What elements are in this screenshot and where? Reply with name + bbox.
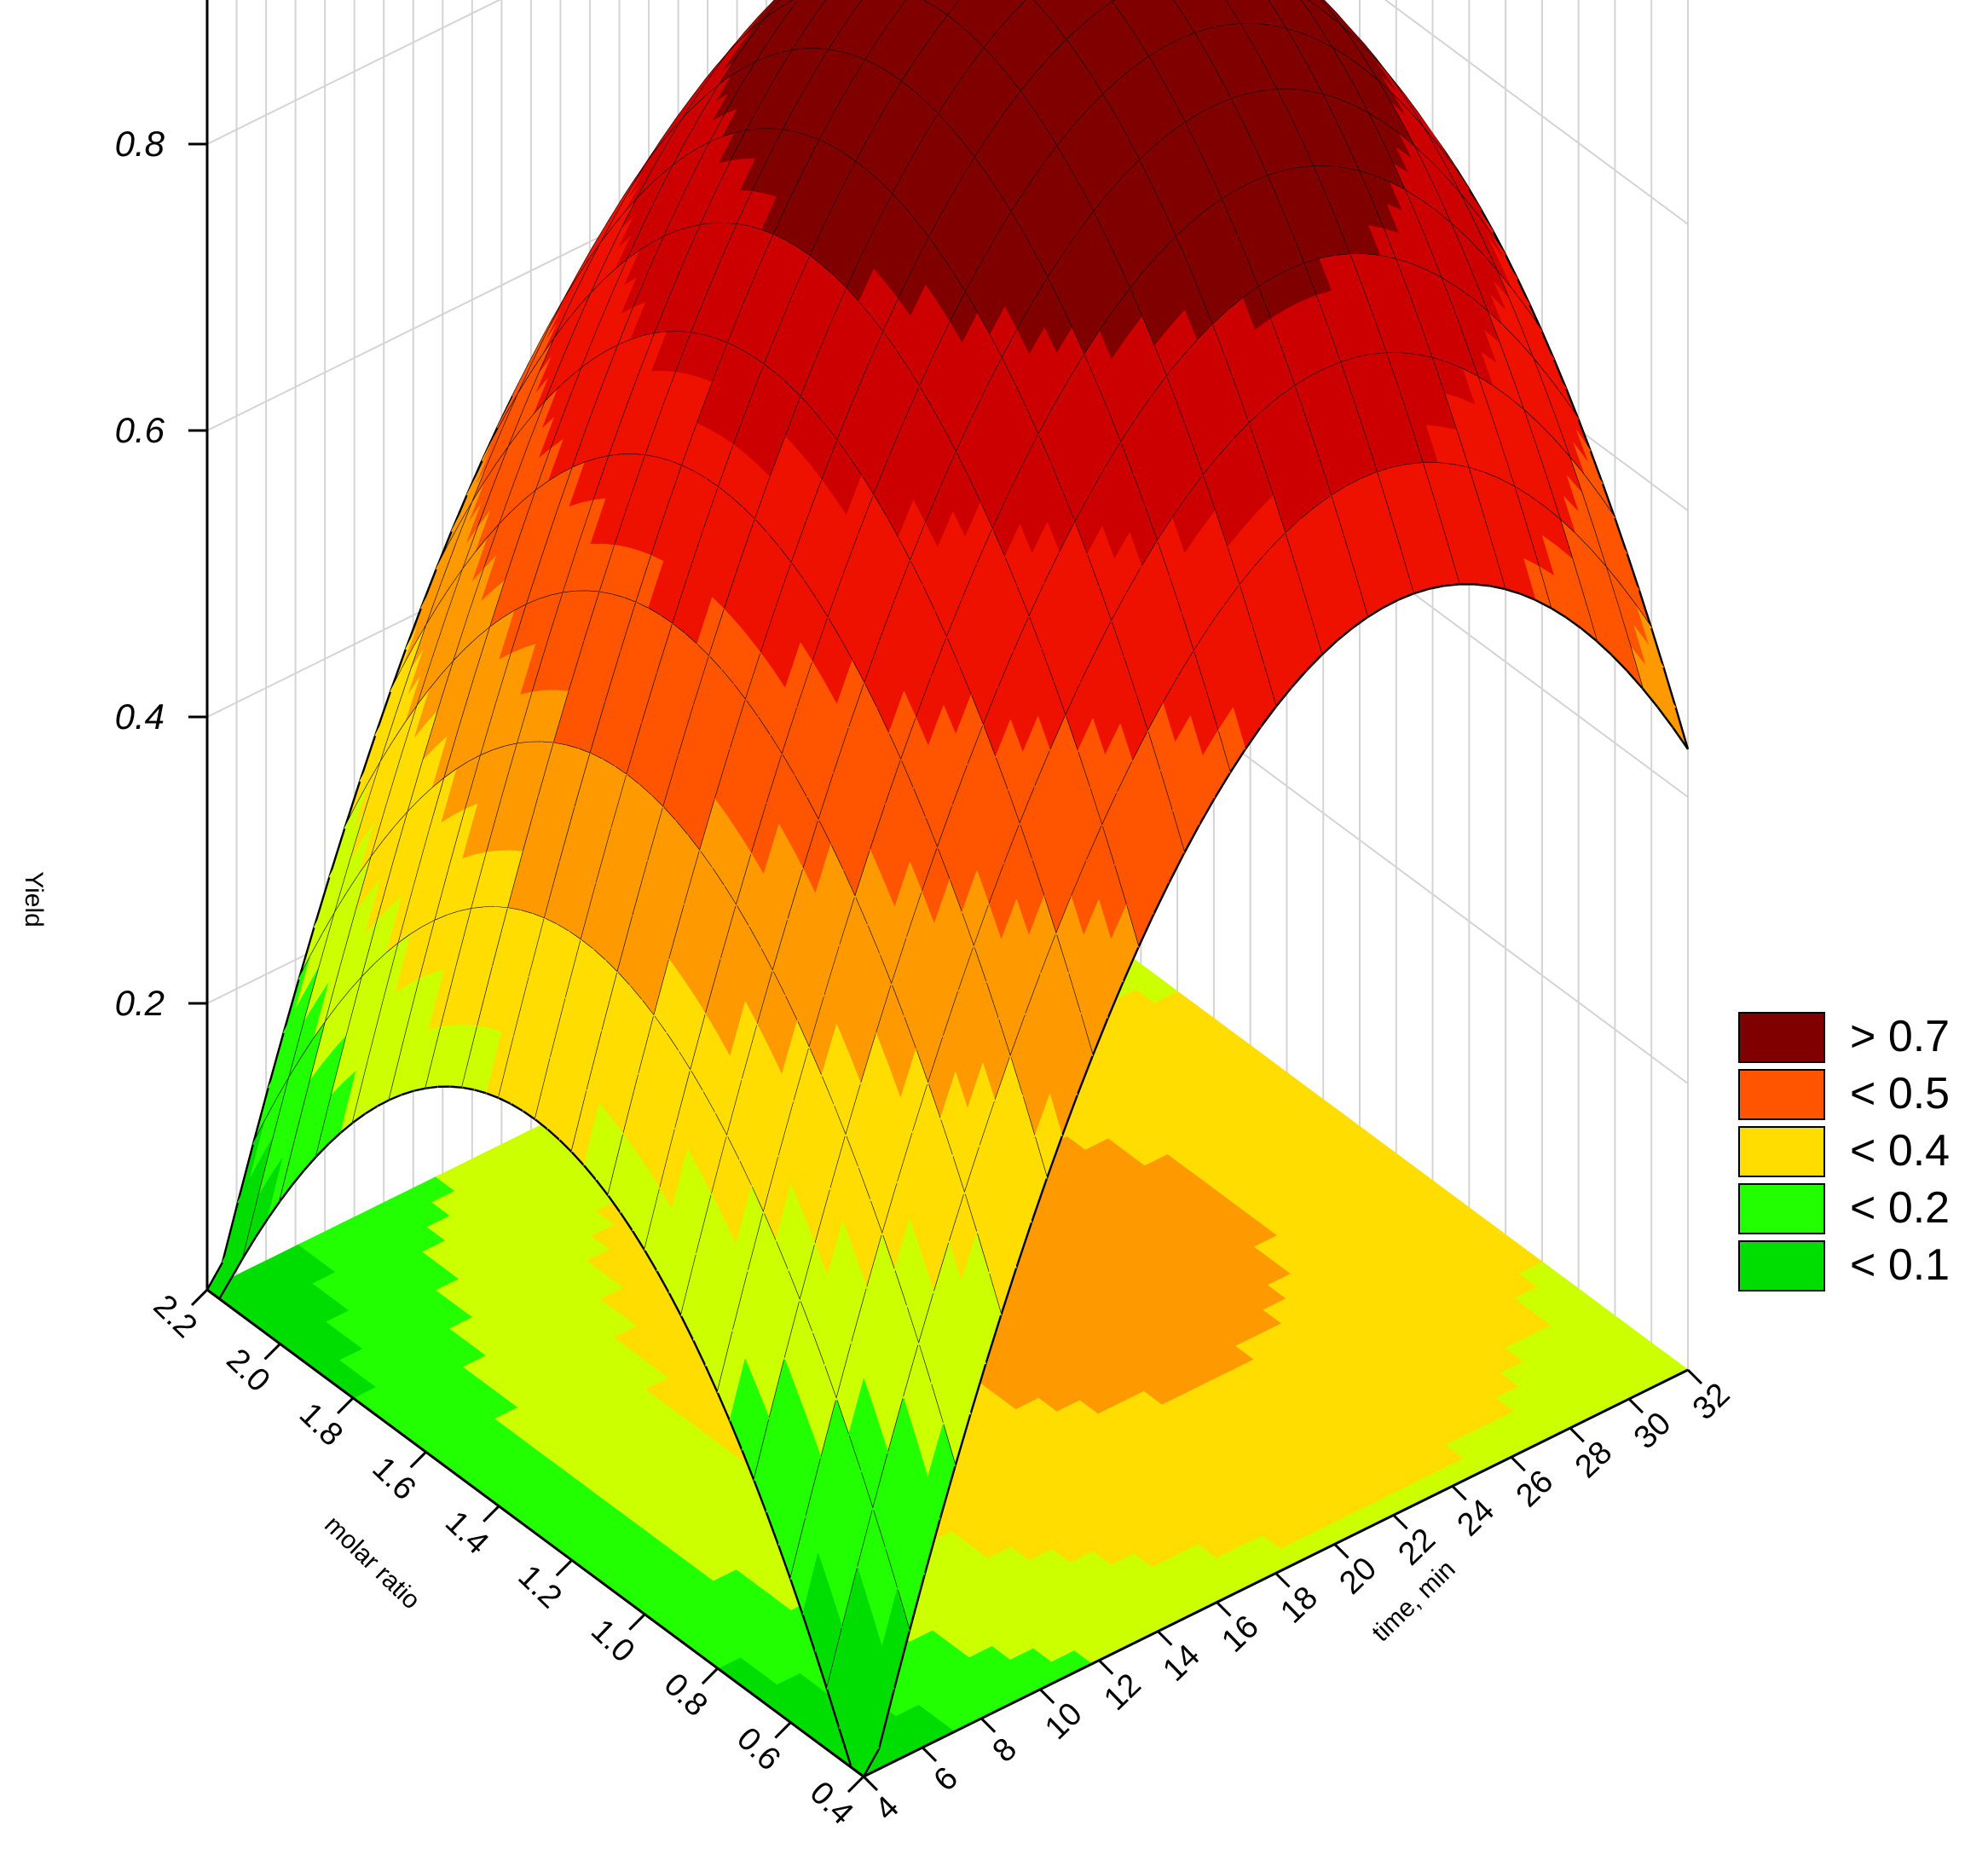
response-surface [205, 0, 1690, 1777]
grid-line [206, 0, 1689, 225]
